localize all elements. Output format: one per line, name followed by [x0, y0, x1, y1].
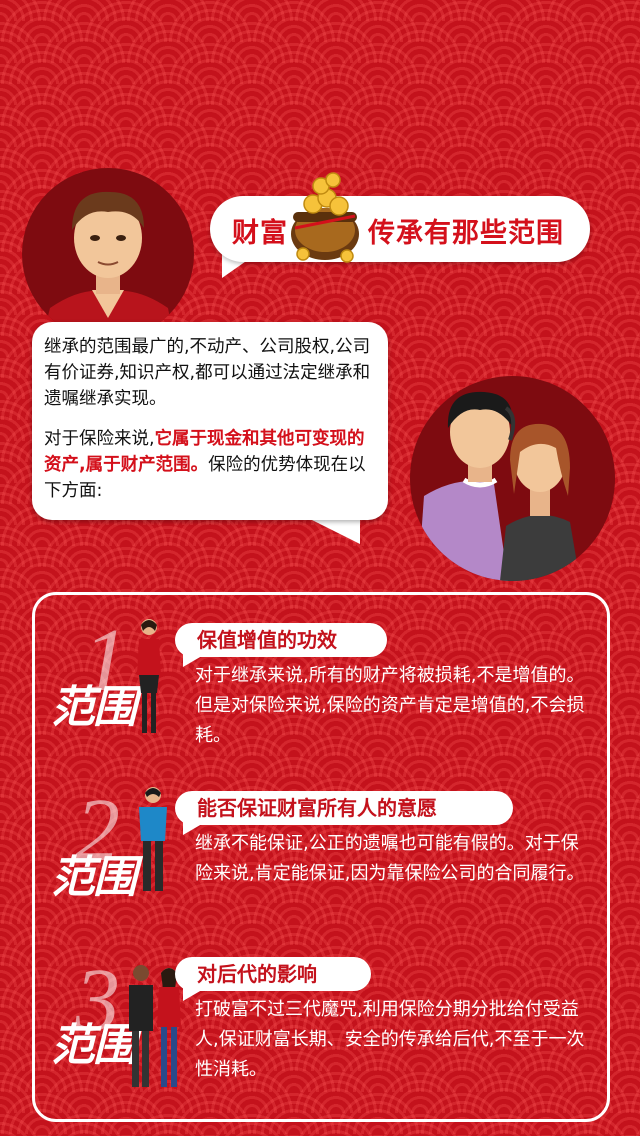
couple-avatar — [410, 376, 615, 581]
title-left: 财富 — [232, 218, 288, 249]
speech-paragraph-2: 对于保险来说,它属于现金和其他可变现的资产,属于财产范围。保险的优势体现在以下方… — [44, 426, 378, 504]
scope-1-number: 1 — [83, 611, 128, 710]
scope-2-banner: 能否保证财富所有人的意愿 — [175, 791, 513, 825]
scope-1-banner-tail — [183, 653, 207, 667]
speech-highlight: 它属于现金和其他可变现的资产,属于财产范围。 — [44, 429, 365, 475]
scope-2-label: 范围 — [51, 852, 137, 903]
scope-3-number: 3 — [75, 951, 120, 1050]
scope-1-text: 对于继承来说,所有的财产将被损耗,不是增值的。但是对保险来说,保险的资产肯定是增… — [195, 665, 585, 746]
scope-2-banner-tail — [183, 821, 207, 835]
speech-paragraph-1: 继承的范围最广的,不动产、公司股权,公司有价证券,知识产权,都可以通过法定继承和… — [44, 337, 371, 409]
scope-box: 1 范围 保值增值的功效 对于继承来说,所有的财产将被损耗,不是增值的。但是对保… — [32, 592, 610, 1122]
man-avatar — [22, 168, 194, 340]
scope-1-banner: 保值增值的功效 — [175, 623, 387, 657]
scope-2-number: 2 — [75, 781, 120, 880]
scope-3-text: 打破富不过三代魔咒,利用保险分期分批给付受益人,保证财富长期、安全的传承给后代,… — [195, 999, 585, 1080]
title-bubble: 财富 传承有那些范围 — [210, 196, 590, 262]
family-figure-icon — [129, 965, 181, 1087]
scope-3-banner: 对后代的影响 — [175, 957, 371, 991]
speech-prefix: 对于保险来说, — [44, 429, 155, 449]
speech-suffix: 保险的优势体现在以下方面: — [44, 455, 366, 501]
scope-1-label: 范围 — [51, 682, 137, 733]
man-figure-icon — [139, 787, 167, 891]
title-right: 传承有那些范围 — [368, 218, 564, 249]
scope-3-banner-tail — [183, 987, 207, 1001]
scope-3-label: 范围 — [51, 1020, 137, 1071]
speech-bubble: 继承的范围最广的,不动产、公司股权,公司有价证券,知识产权,都可以通过法定继承和… — [32, 322, 388, 520]
scope-2-text: 继承不能保证,公正的遗嘱也可能有假的。对于保险来说,肯定能保证,因为靠保险公司的… — [195, 833, 585, 884]
woman-figure-icon — [137, 619, 161, 733]
gold-pot-icon — [285, 168, 365, 268]
